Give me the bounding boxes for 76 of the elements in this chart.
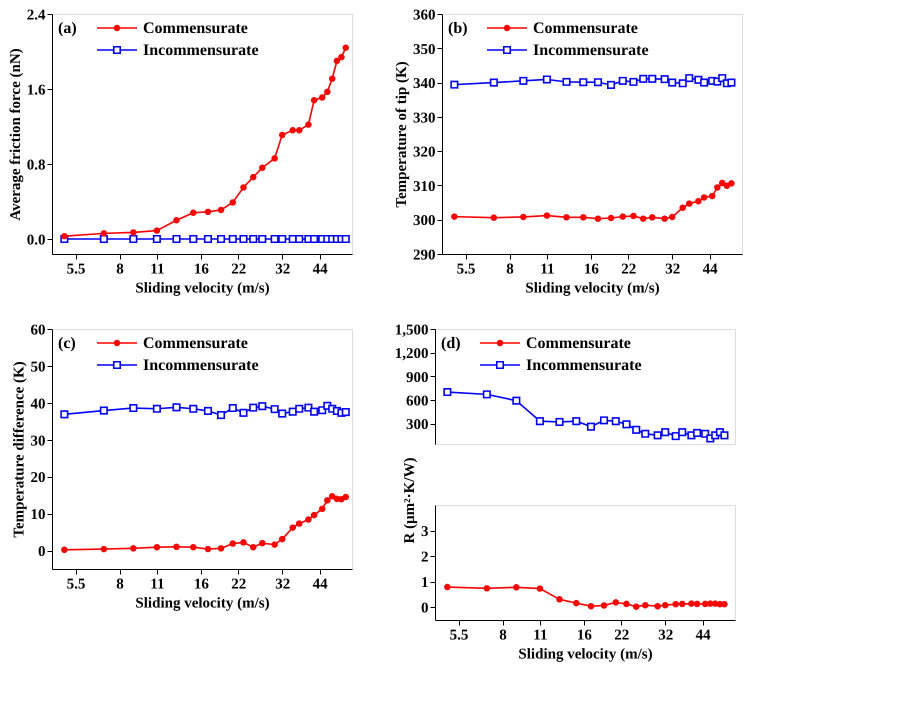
- x-tick-label: 11: [533, 628, 548, 644]
- y-tick-label: 1,500: [394, 322, 428, 338]
- y-tick-label: 20: [30, 470, 46, 486]
- x-tick-label: 8: [116, 262, 124, 278]
- y-tick-label: 900: [406, 370, 428, 386]
- y-tick-label: 330: [413, 110, 436, 126]
- y-tick-label: 60: [30, 322, 46, 338]
- y-tick-label: 300: [413, 213, 436, 230]
- y-axis-title: Average friction force (nN): [8, 48, 24, 221]
- y-tick-label: 600: [406, 393, 428, 410]
- x-tick-label: 8: [116, 576, 124, 592]
- y-tick-label: 0: [421, 600, 428, 617]
- x-tick-label: 22: [231, 262, 246, 278]
- x-tick-label: 11: [540, 262, 554, 278]
- y-tick-label: 290: [413, 248, 436, 264]
- y-tick-label: 340: [413, 76, 436, 92]
- y-tick-label: 0: [38, 544, 46, 560]
- legend-label: Incommensurate: [533, 42, 649, 59]
- y-tick-label: 360: [413, 8, 436, 24]
- x-tick-label: 32: [275, 576, 290, 592]
- x-tick-label: 22: [614, 628, 630, 644]
- x-tick-label: 11: [150, 262, 164, 278]
- y-axis-title: Temperature of tip (K): [394, 61, 410, 208]
- x-axis-title: Sliding velocity (m/s): [518, 646, 653, 662]
- x-tick-label: 5.5: [66, 262, 86, 278]
- y-tick-label: 320: [413, 144, 436, 161]
- y-tick-label: 2.4: [26, 8, 46, 24]
- x-tick-label: 5.5: [450, 628, 468, 644]
- x-tick-label: 22: [231, 576, 246, 592]
- y-axis-title: R (μm²·K/W): [402, 458, 418, 544]
- x-tick-label: 8: [506, 262, 514, 278]
- x-tick-label: 8: [499, 628, 507, 644]
- x-tick-label: 44: [702, 262, 718, 278]
- x-tick-label: 32: [275, 262, 290, 278]
- y-tick-label: 3: [421, 524, 428, 540]
- legend-label: Incommensurate: [526, 357, 642, 374]
- x-tick-label: 5.5: [456, 262, 476, 278]
- y-tick-label: 1.6: [26, 82, 46, 98]
- x-axis-title: Sliding velocity (m/s): [135, 596, 270, 612]
- x-tick-label: 32: [658, 628, 674, 644]
- y-axis-title: Temperature difference (K): [12, 361, 28, 538]
- y-tick-label: 300: [406, 417, 428, 434]
- annotation: (b): [448, 20, 468, 37]
- x-tick-label: 44: [312, 576, 328, 592]
- legend-label: Incommensurate: [143, 357, 259, 374]
- y-tick-label: 0.8: [26, 158, 46, 174]
- legend-label: Commensurate: [533, 20, 638, 37]
- y-tick-label: 30: [30, 433, 46, 450]
- y-tick-label: 310: [413, 178, 436, 195]
- annotation: (d): [441, 335, 461, 352]
- annotation: (c): [58, 335, 76, 352]
- legend-label: Commensurate: [143, 20, 248, 37]
- y-tick-label: 2: [421, 550, 428, 566]
- y-tick-label: 10: [30, 507, 46, 524]
- legend-label: Incommensurate: [143, 42, 259, 59]
- y-tick-label: 40: [30, 396, 46, 412]
- y-tick-label: 1,200: [394, 346, 428, 362]
- x-tick-label: 16: [576, 628, 592, 644]
- x-tick-label: 16: [584, 262, 600, 278]
- annotation: (a): [58, 20, 77, 37]
- y-tick-label: 1: [421, 575, 428, 592]
- y-tick-label: 350: [413, 42, 436, 58]
- x-axis-title: Sliding velocity (m/s): [525, 280, 660, 296]
- x-tick-label: 11: [150, 576, 164, 592]
- y-tick-label: 0.0: [26, 232, 46, 248]
- x-tick-label: 5.5: [66, 576, 86, 592]
- x-tick-label: 16: [194, 262, 210, 278]
- x-tick-label: 44: [312, 262, 328, 278]
- x-tick-label: 16: [194, 576, 210, 592]
- x-tick-label: 44: [696, 628, 712, 644]
- legend-label: Commensurate: [526, 335, 631, 352]
- legend-label: Commensurate: [143, 335, 248, 352]
- x-tick-label: 32: [665, 262, 680, 278]
- y-tick-label: 50: [30, 359, 46, 376]
- x-tick-label: 22: [621, 262, 636, 278]
- x-axis-title: Sliding velocity (m/s): [135, 280, 270, 296]
